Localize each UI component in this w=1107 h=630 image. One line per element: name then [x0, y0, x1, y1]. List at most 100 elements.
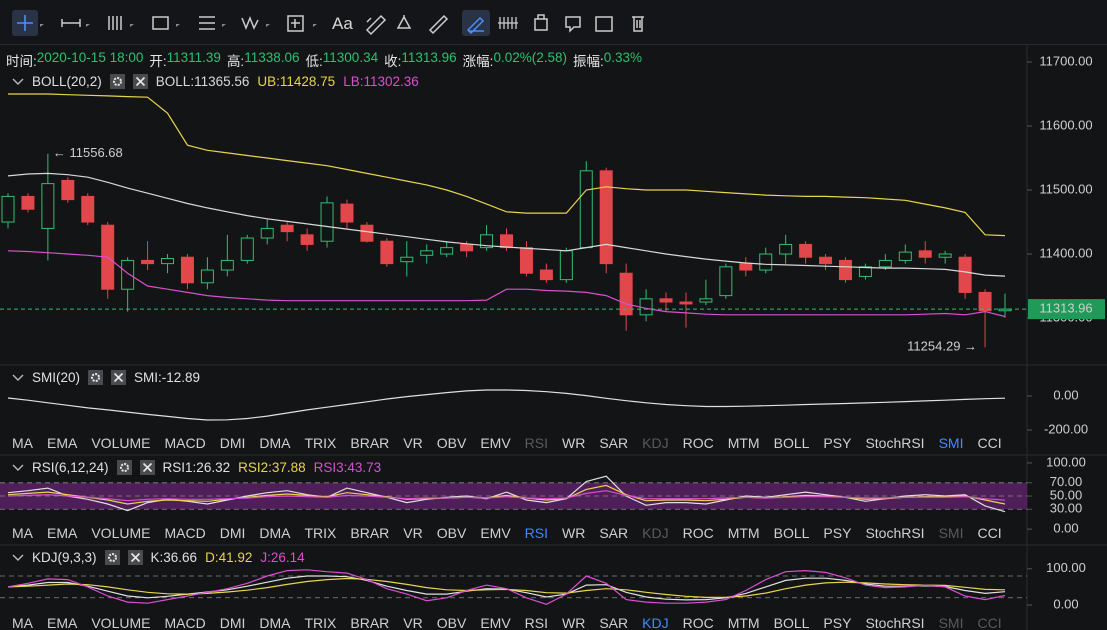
brush-tool[interactable] [367, 16, 385, 34]
indicator-tab[interactable]: KDJ [642, 525, 668, 541]
indicator-tab[interactable]: BOLL [774, 525, 810, 541]
indicator-tab[interactable]: SMI [939, 525, 964, 541]
indicator-tab[interactable]: DMI [220, 615, 246, 630]
indicator-tab[interactable]: ROC [683, 615, 714, 630]
indicator-tab[interactable]: CCI [977, 435, 1001, 451]
indicator-tab[interactable]: VOLUME [91, 435, 150, 451]
collapse-toggle[interactable] [12, 370, 24, 385]
indicator-tab[interactable]: BRAR [350, 525, 389, 541]
delete-tool[interactable] [632, 17, 644, 31]
indicator-tab[interactable]: TRIX [305, 615, 337, 630]
indicator-tab[interactable]: RSI [525, 525, 548, 541]
indicator-tab[interactable]: EMV [480, 525, 510, 541]
indicator-tab[interactable]: RSI [525, 435, 548, 451]
close-button[interactable] [128, 550, 143, 565]
indicator-tab[interactable]: BRAR [350, 615, 389, 630]
collapse-toggle[interactable] [12, 460, 24, 475]
indicator-line [8, 576, 1005, 600]
indicator-tab[interactable]: MA [12, 435, 33, 451]
indicator-tab[interactable]: MACD [164, 435, 205, 451]
channel-tool[interactable] [109, 16, 121, 30]
indicator-tab[interactable]: VOLUME [91, 615, 150, 630]
indicator-tab[interactable]: WR [562, 435, 585, 451]
settings-button[interactable] [88, 370, 103, 385]
indicator-tab[interactable]: PSY [823, 615, 851, 630]
indicator-tab[interactable]: EMA [47, 525, 77, 541]
settings-button[interactable] [105, 550, 120, 565]
indicator-tab[interactable]: MTM [728, 615, 760, 630]
indicator-tab[interactable]: BOLL [774, 615, 810, 630]
indicator-title: SMI(20) [32, 370, 80, 385]
indicator-line [8, 570, 1005, 605]
indicator-tab[interactable]: WR [562, 525, 585, 541]
font-button[interactable]: Aa [332, 14, 353, 34]
indicator-tab[interactable]: CCI [977, 525, 1001, 541]
indicator-tab[interactable]: OBV [437, 615, 467, 630]
indicator-tab[interactable]: DMI [220, 525, 246, 541]
candle-body [321, 203, 333, 241]
indicator-tab[interactable]: EMV [480, 615, 510, 630]
ruler-tool[interactable] [430, 16, 447, 33]
indicator-tab[interactable]: KDJ [642, 435, 668, 451]
indicator-tab[interactable]: TRIX [305, 435, 337, 451]
indicator-tab[interactable]: VOLUME [91, 525, 150, 541]
indicator-tab[interactable]: PSY [823, 435, 851, 451]
indicator-tab[interactable]: MA [12, 615, 33, 630]
lock-tool[interactable] [535, 19, 547, 30]
indicator-tab[interactable]: KDJ [642, 615, 668, 630]
indicator-tab[interactable]: VR [403, 435, 422, 451]
indicator-tab[interactable]: DMI [220, 435, 246, 451]
fib-tool[interactable] [199, 17, 215, 29]
indicator-tab[interactable]: OBV [437, 525, 467, 541]
indicator-tab[interactable]: SAR [599, 615, 628, 630]
indicator-tab[interactable]: ROC [683, 525, 714, 541]
indicator-tab[interactable]: EMA [47, 615, 77, 630]
indicator-tab[interactable]: MACD [164, 615, 205, 630]
settings-button[interactable] [110, 74, 125, 89]
close-button[interactable] [111, 370, 126, 385]
indicator-tab[interactable]: ROC [683, 435, 714, 451]
hline-tool[interactable] [62, 19, 80, 27]
indicator-tab[interactable]: PSY [823, 525, 851, 541]
indicator-tab[interactable]: TRIX [305, 525, 337, 541]
info-value: 11338.06 [244, 50, 299, 68]
dropdown-caret [130, 24, 134, 27]
indicator-tab[interactable]: SMI [939, 615, 964, 630]
indicator-tab[interactable]: StochRSI [865, 435, 924, 451]
wave-tool[interactable] [242, 18, 258, 28]
indicator-tab[interactable]: DMA [259, 435, 290, 451]
indicator-tab[interactable]: SAR [599, 525, 628, 541]
indicator-tab[interactable]: BOLL [774, 435, 810, 451]
screenshot-tool[interactable] [596, 17, 612, 31]
indicator-tab[interactable]: VR [403, 525, 422, 541]
indicator-tab[interactable]: MA [12, 525, 33, 541]
indicator-tab[interactable]: StochRSI [865, 525, 924, 541]
collapse-toggle[interactable] [12, 74, 24, 89]
close-button[interactable] [133, 74, 148, 89]
indicator-tab[interactable]: DMA [259, 615, 290, 630]
indicator-tab[interactable]: WR [562, 615, 585, 630]
indicator-tab[interactable]: RSI [525, 615, 548, 630]
indicator-tab[interactable]: EMV [480, 435, 510, 451]
lock-grid-tool[interactable] [498, 17, 518, 29]
indicator-tab[interactable]: DMA [259, 525, 290, 541]
indicator-tab[interactable]: MTM [728, 435, 760, 451]
indicator-tab[interactable]: VR [403, 615, 422, 630]
settings-button[interactable] [117, 460, 132, 475]
indicator-tab[interactable]: BRAR [350, 435, 389, 451]
collapse-toggle[interactable] [12, 550, 24, 565]
comment-tool[interactable] [566, 17, 580, 31]
indicator-tab[interactable]: CCI [977, 615, 1001, 630]
candle-body [142, 260, 154, 263]
indicator-tab[interactable]: OBV [437, 435, 467, 451]
indicator-tab[interactable]: SAR [599, 435, 628, 451]
indicator-tab[interactable]: EMA [47, 435, 77, 451]
magnet-tool[interactable] [398, 15, 410, 28]
candle-body [919, 251, 931, 257]
rect-tool[interactable] [153, 17, 168, 29]
indicator-tab[interactable]: SMI [939, 435, 964, 451]
indicator-tab[interactable]: MACD [164, 525, 205, 541]
indicator-tab[interactable]: StochRSI [865, 615, 924, 630]
close-button[interactable] [140, 460, 155, 475]
indicator-tab[interactable]: MTM [728, 525, 760, 541]
